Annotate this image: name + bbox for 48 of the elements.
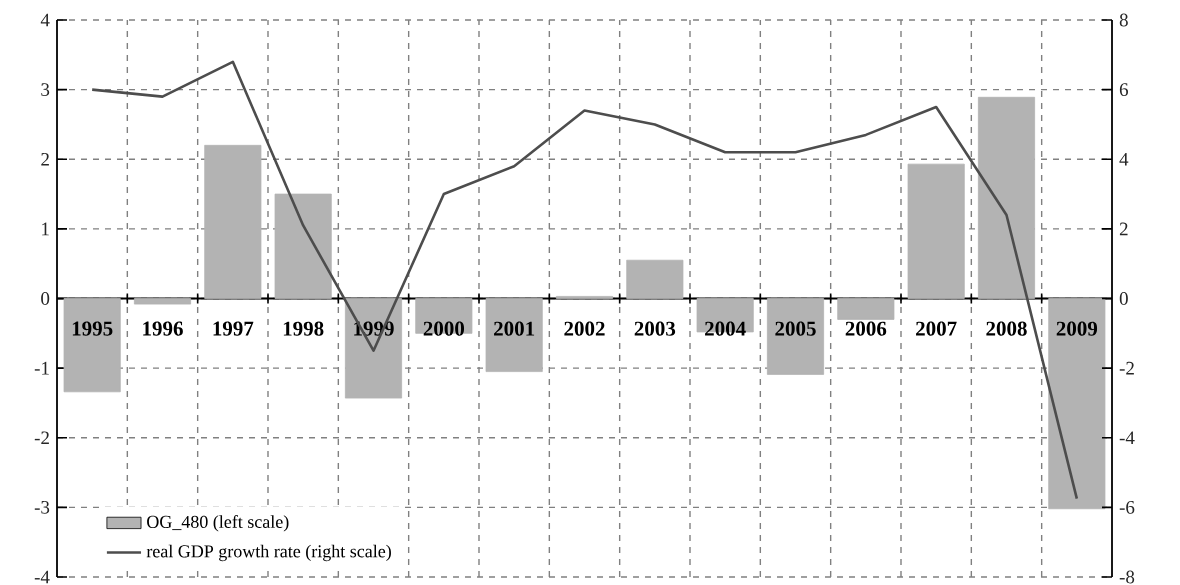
y2-tick-label: -4 [1119, 431, 1135, 445]
y2-tick-label: -8 [1119, 570, 1135, 584]
bar [344, 298, 403, 399]
x-tick-label: 2002 [564, 321, 605, 336]
y2-tick-label: 4 [1119, 153, 1129, 166]
y-tick-label: 2 [41, 152, 49, 166]
y2-tick-label: 0 [1119, 292, 1128, 305]
bar [555, 296, 614, 299]
y2-tick-label: -6 [1119, 501, 1135, 514]
bar [274, 193, 332, 299]
legend-label: real GDP growth rate (right scale) [146, 544, 391, 562]
bar [1048, 298, 1106, 510]
bar [204, 144, 262, 299]
x-tick-label: 2001 [494, 321, 535, 336]
bar [63, 298, 121, 393]
y-tick-label: -1 [34, 361, 49, 375]
x-tick-label: 1995 [72, 321, 113, 336]
bar [415, 298, 473, 334]
bar [907, 163, 965, 299]
x-tick-label: 2006 [845, 321, 887, 336]
y-tick-label: 3 [41, 83, 50, 97]
y-tick-label: 4 [40, 13, 50, 27]
x-tick-label: 1997 [213, 321, 254, 336]
x-tick-label: 2003 [634, 321, 676, 336]
x-tick-label: 2004 [705, 321, 746, 336]
bar [766, 298, 825, 375]
x-tick-label: 2000 [423, 321, 465, 336]
y2-tick-label: 2 [1119, 222, 1128, 236]
bar [977, 96, 1036, 299]
y-tick-label: 0 [41, 292, 50, 305]
y-tick-label: -2 [34, 431, 49, 445]
x-tick-label: 2007 [916, 321, 957, 336]
bar [626, 259, 684, 299]
x-tick-label: 2009 [1056, 321, 1098, 336]
y2-tick-label: 8 [1119, 13, 1128, 27]
x-tick-label: 2008 [986, 321, 1027, 336]
y2-tick-label: -2 [1119, 361, 1134, 375]
bar [837, 298, 895, 320]
legend-label: OG_480 (left scale) [147, 515, 289, 532]
bar [485, 298, 543, 373]
x-tick-label: 1996 [143, 321, 183, 336]
y-tick-label: 1 [42, 222, 49, 236]
x-tick-label: 1998 [283, 321, 324, 336]
bar [133, 298, 192, 305]
y-tick-label: -4 [34, 570, 50, 584]
y-tick-label: -3 [34, 501, 50, 514]
x-tick-label: 2005 [775, 321, 816, 336]
y2-tick-label: 6 [1119, 83, 1129, 97]
